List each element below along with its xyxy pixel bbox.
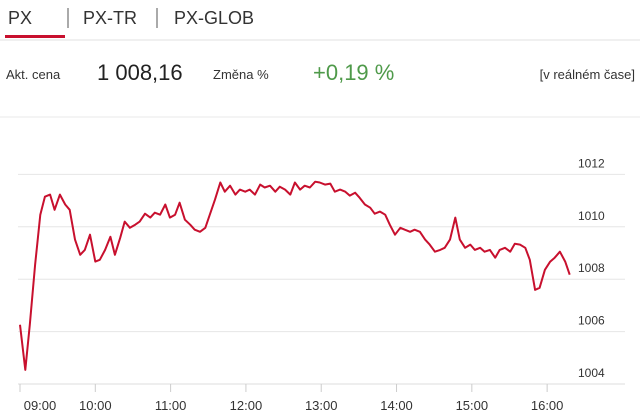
tab[interactable]: PX: [8, 8, 32, 28]
change: +0,19 %: [313, 60, 394, 85]
y-tick-label: 1012: [578, 156, 605, 170]
x-tick-label: 15:00: [456, 398, 489, 413]
x-tick-label: 10:00: [79, 398, 112, 413]
y-tick-label: 1004: [578, 366, 605, 380]
y-tick-label: 1010: [578, 209, 605, 223]
x-tick-label: 09:00: [24, 398, 57, 413]
x-tick-label: 13:00: [305, 398, 338, 413]
x-tick-label: 14:00: [380, 398, 413, 413]
tab[interactable]: PX-GLOB: [174, 8, 254, 28]
y-tick-label: 1006: [578, 314, 605, 328]
price-line: [19, 180, 571, 371]
y-tick-label: 1008: [578, 261, 605, 275]
price-label: Akt. cena: [6, 67, 61, 82]
x-tick-label: 12:00: [230, 398, 263, 413]
realtime-note: [v reálném čase]: [540, 67, 635, 82]
x-tick-label: 11:00: [155, 398, 187, 413]
change-label: Změna %: [213, 67, 269, 82]
x-tick-label: 16:00: [531, 398, 564, 413]
tab[interactable]: PX-TR: [83, 8, 137, 28]
active-tab-underline: [5, 35, 65, 38]
price: 1 008,16: [97, 60, 183, 85]
